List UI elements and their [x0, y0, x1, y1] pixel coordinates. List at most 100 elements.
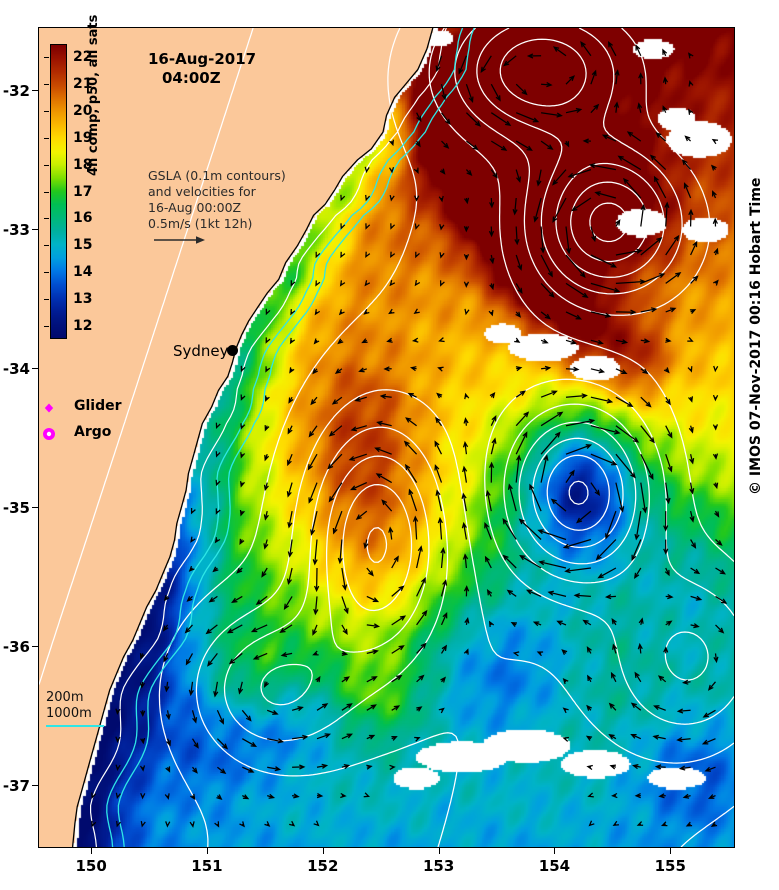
colorbar-tick-label: 12 — [73, 317, 93, 334]
velocity-arrow — [678, 765, 691, 771]
velocity-arrow — [462, 440, 469, 455]
colorbar-gradient — [50, 44, 67, 339]
velocity-arrow — [365, 251, 371, 259]
velocity-arrow — [389, 280, 396, 287]
gsla-contour-line — [476, 28, 683, 295]
velocity-arrow — [714, 510, 720, 518]
velocity-arrow — [615, 279, 647, 285]
velocity-arrow — [663, 367, 670, 374]
velocity-arrow — [573, 593, 591, 599]
velocity-arrow — [366, 595, 380, 603]
velocity-arrow — [366, 676, 378, 683]
velocity-arrow — [313, 338, 320, 345]
velocity-arrow — [265, 366, 271, 373]
gsla-contour-line — [518, 421, 637, 565]
velocity-arrow — [289, 367, 295, 374]
velocity-arrow — [250, 624, 268, 633]
bathy-1000m-swatch — [46, 725, 104, 727]
velocity-arrow — [710, 821, 718, 828]
velocity-arrow — [340, 223, 346, 230]
velocity-arrow — [355, 510, 368, 520]
map-plot-area[interactable] — [38, 27, 735, 848]
velocity-arrow — [633, 567, 642, 580]
velocity-arrow — [615, 219, 621, 227]
velocity-arrow — [239, 821, 245, 828]
velocity-arrow — [510, 621, 518, 627]
velocity-arrow — [626, 131, 642, 142]
velocity-arrow — [390, 251, 396, 259]
velocity-arrow — [440, 547, 446, 569]
velocity-arrow — [391, 615, 407, 626]
velocity-arrow — [240, 365, 246, 373]
annotation-line-1: GSLA (0.1m contours) — [148, 168, 286, 183]
velocity-arrow — [662, 48, 668, 57]
velocity-arrow — [241, 709, 252, 722]
velocity-arrow — [291, 706, 304, 712]
x-tick — [438, 848, 440, 854]
velocity-arrow — [310, 396, 318, 406]
velocity-arrow — [391, 674, 403, 683]
velocity-arrow — [588, 820, 595, 827]
velocity-arrow — [704, 766, 716, 772]
velocity-arrow — [658, 793, 666, 799]
velocity-arrow — [416, 577, 426, 597]
velocity-arrow — [537, 529, 567, 541]
velocity-arrow — [538, 560, 567, 569]
velocity-arrow — [386, 337, 393, 343]
velocity-arrow — [315, 280, 321, 287]
velocity-arrow — [440, 676, 446, 683]
velocity-arrow — [363, 792, 370, 798]
velocity-arrow — [279, 624, 293, 634]
gsla-contour-line — [589, 202, 629, 243]
velocity-arrow — [287, 510, 293, 529]
velocity-arrow — [590, 254, 617, 268]
velocity-arrow — [565, 75, 575, 85]
colorbar-title: 4h comp, p50, all sats — [86, 14, 101, 176]
velocity-arrow — [518, 518, 542, 540]
velocity-arrow — [565, 339, 578, 345]
velocity-arrow — [291, 793, 300, 799]
velocity-arrow — [638, 617, 644, 626]
velocity-arrow — [713, 279, 719, 286]
velocity-arrow — [264, 453, 270, 462]
velocity-arrow — [552, 169, 567, 186]
velocity-arrow — [665, 272, 682, 284]
velocity-arrow — [315, 675, 321, 683]
velocity-arrow — [239, 509, 245, 517]
velocity-arrow — [264, 821, 271, 827]
velocity-arrow — [186, 595, 193, 602]
velocity-arrow — [712, 424, 718, 431]
velocity-arrow — [391, 705, 401, 711]
velocity-arrow — [640, 453, 654, 481]
velocity-arrow — [312, 650, 319, 656]
velocity-arrow — [617, 155, 642, 171]
velocity-arrow — [316, 733, 332, 740]
velocity-arrow — [365, 194, 371, 202]
velocity-arrow — [490, 83, 501, 102]
velocity-arrow — [314, 309, 321, 316]
velocity-arrow — [313, 820, 320, 827]
velocity-arrow — [415, 251, 420, 259]
velocity-arrow — [663, 539, 669, 555]
velocity-arrow — [383, 366, 392, 372]
velocity-arrow — [366, 567, 374, 577]
velocity-arrow — [237, 681, 244, 695]
velocity-arrow — [341, 703, 353, 711]
velocity-arrow — [565, 107, 583, 114]
velocity-arrow — [540, 431, 561, 455]
velocity-arrow — [463, 585, 470, 597]
velocity-arrow — [287, 453, 293, 467]
velocity-arrow — [463, 648, 469, 655]
velocity-arrow — [689, 482, 695, 495]
velocity-arrow — [327, 453, 343, 470]
velocity-arrow — [208, 595, 218, 603]
velocity-arrow — [416, 706, 423, 712]
velocity-arrow — [565, 444, 593, 455]
velocity-arrow — [610, 671, 617, 683]
x-tick-label: 151 — [191, 857, 223, 875]
velocity-arrow — [189, 821, 195, 828]
velocity-arrow — [316, 703, 329, 711]
velocity-arrow — [316, 793, 324, 799]
velocity-arrow — [337, 539, 343, 565]
y-tick — [32, 90, 38, 92]
